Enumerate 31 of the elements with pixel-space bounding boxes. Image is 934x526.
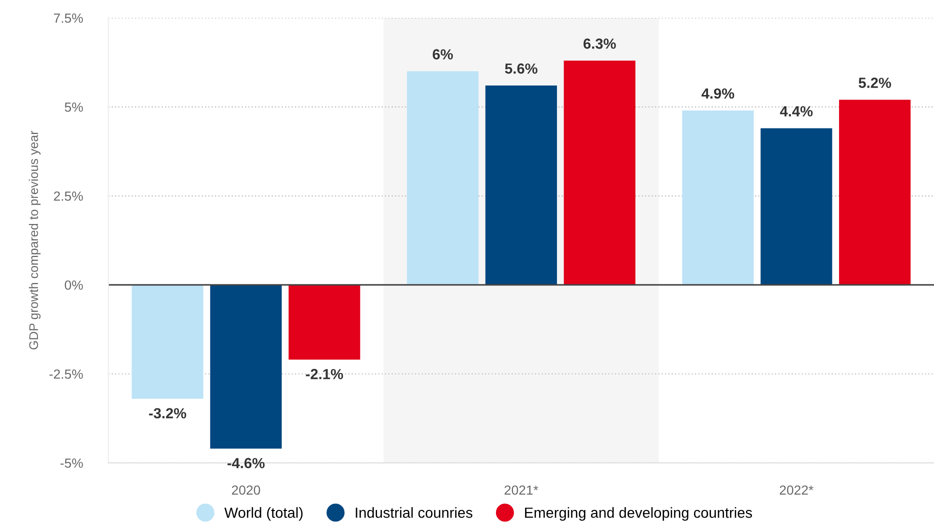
bar [839,100,911,285]
data-label: 6% [432,49,453,60]
x-tick-label: 2020 [232,485,260,495]
data-label: 6.3% [584,38,616,49]
data-label: -2.1% [306,368,344,380]
bar [210,284,282,449]
bar [564,60,636,285]
bar [485,86,557,285]
data-label: 4.9% [702,88,734,99]
bar [682,110,754,285]
legend-label: World (total) [224,507,303,521]
legend-label: Emerging and developing countries [525,507,752,521]
legend-label: Industrial counries [356,507,472,518]
y-tick-label: 2.5% [54,191,83,201]
bar [406,71,479,285]
y-tick-label: 5% [64,102,83,112]
x-tick-label: 2022* [780,485,814,495]
data-label: -4.6% [227,458,265,468]
y-tick-label: 0% [64,280,83,290]
y-tick-label: -2.5% [49,369,83,379]
data-label: 5.6% [505,63,538,74]
bar [132,284,204,399]
x-tick-label: 2021* [504,485,538,495]
bar [760,128,832,285]
data-label: -3.2% [149,408,186,418]
y-tick-label: 7.5% [54,14,83,23]
data-label: 5.2% [858,78,892,88]
data-label: 4.4% [780,106,813,116]
bar [288,284,360,360]
y-tick-label: -5% [60,458,83,468]
y-axis-title: GDP growth compared to previous year [28,130,41,350]
